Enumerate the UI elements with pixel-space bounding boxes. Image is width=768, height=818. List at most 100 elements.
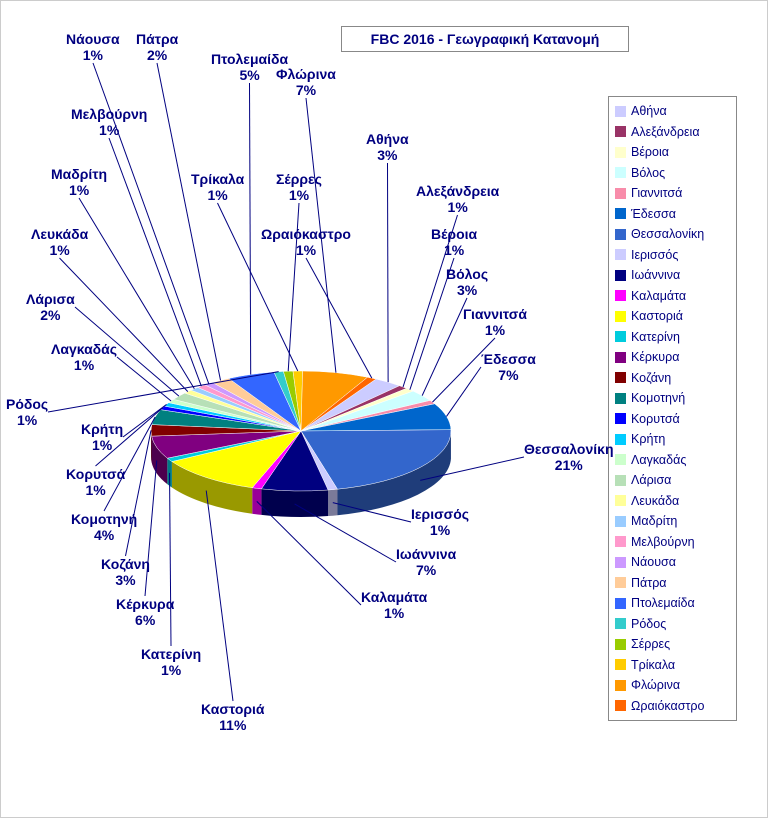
slice-label-percent: 7%	[396, 562, 456, 578]
slice-label-name: Κοζάνη	[101, 556, 150, 572]
legend-swatch	[615, 598, 626, 609]
legend-item: Νάουσα	[615, 552, 730, 573]
slice-label-percent: 1%	[66, 482, 125, 498]
legend-swatch	[615, 475, 626, 486]
pie-slice-side	[261, 489, 328, 517]
legend-item: Σέρρες	[615, 634, 730, 655]
legend-swatch	[615, 290, 626, 301]
legend-swatch	[615, 516, 626, 527]
slice-label-name: Κρήτη	[81, 421, 123, 437]
legend-label: Θεσσαλονίκη	[631, 224, 704, 245]
slice-label: Πάτρα2%	[136, 31, 178, 63]
slice-label: Καστοριά11%	[201, 701, 265, 733]
legend-label: Αλεξάνδρεια	[631, 122, 700, 143]
slice-label-percent: 6%	[116, 612, 174, 628]
legend-label: Σέρρες	[631, 634, 670, 655]
slice-label-percent: 1%	[6, 412, 48, 428]
slice-label-percent: 3%	[366, 147, 409, 163]
slice-label-percent: 3%	[446, 282, 488, 298]
slice-label-percent: 1%	[71, 122, 147, 138]
legend-label: Λαγκαδάς	[631, 450, 686, 471]
slice-label: Ιωάννινα7%	[396, 546, 456, 578]
legend-item: Θεσσαλονίκη	[615, 224, 730, 245]
slice-label: Αθήνα3%	[366, 131, 409, 163]
slice-label-percent: 1%	[463, 322, 527, 338]
legend-label: Κρήτη	[631, 429, 665, 450]
slice-label-percent: 1%	[276, 187, 322, 203]
legend-item: Κορυτσά	[615, 409, 730, 430]
slice-label-percent: 7%	[481, 367, 536, 383]
pie-slice-side	[252, 488, 261, 515]
legend-item: Ιωάννινα	[615, 265, 730, 286]
legend-swatch	[615, 577, 626, 588]
legend-label: Κοζάνη	[631, 368, 671, 389]
legend-swatch	[615, 167, 626, 178]
slice-label: Γιαννιτσά1%	[463, 306, 527, 338]
legend-swatch	[615, 106, 626, 117]
legend-item: Κέρκυρα	[615, 347, 730, 368]
leader-line	[109, 138, 201, 386]
slice-label-name: Ωραιόκαστρο	[261, 226, 351, 242]
slice-label: Κατερίνη1%	[141, 646, 201, 678]
slice-label-name: Αθήνα	[366, 131, 409, 147]
slice-label: Κέρκυρα6%	[116, 596, 174, 628]
slice-label-percent: 3%	[101, 572, 150, 588]
slice-label-percent: 1%	[51, 357, 117, 373]
slice-label: Τρίκαλα1%	[191, 171, 244, 203]
slice-label-percent: 11%	[201, 717, 265, 733]
slice-label: Ωραιόκαστρο1%	[261, 226, 351, 258]
slice-label: Λαγκαδάς1%	[51, 341, 117, 373]
leader-line	[446, 367, 481, 416]
legend-swatch	[615, 372, 626, 383]
leader-line	[157, 63, 221, 380]
legend-item: Φλώρινα	[615, 675, 730, 696]
slice-label-percent: 1%	[141, 662, 201, 678]
slice-label: Λάρισα2%	[26, 291, 75, 323]
slice-label: Κορυτσά1%	[66, 466, 125, 498]
slice-label-name: Έδεσσα	[481, 351, 536, 367]
slice-label-name: Ιερισσός	[411, 506, 469, 522]
slice-label-name: Σέρρες	[276, 171, 322, 187]
legend-item: Πτολεμαίδα	[615, 593, 730, 614]
legend-label: Κατερίνη	[631, 327, 680, 348]
legend-swatch	[615, 536, 626, 547]
legend-swatch	[615, 208, 626, 219]
legend-swatch	[615, 352, 626, 363]
slice-label-name: Λάρισα	[26, 291, 75, 307]
slice-label-percent: 1%	[66, 47, 120, 63]
legend-label: Καλαμάτα	[631, 286, 686, 307]
legend-swatch	[615, 249, 626, 260]
slice-label-name: Πάτρα	[136, 31, 178, 47]
legend-swatch	[615, 557, 626, 568]
legend-item: Αλεξάνδρεια	[615, 122, 730, 143]
legend-item: Ιερισσός	[615, 245, 730, 266]
legend-swatch	[615, 495, 626, 506]
legend-item: Μελβούρνη	[615, 532, 730, 553]
chart-container: FBC 2016 - Γεωγραφική Κατανομή ΑθήναΑλεξ…	[0, 0, 768, 818]
legend-label: Μελβούρνη	[631, 532, 695, 553]
slice-label-percent: 1%	[431, 242, 477, 258]
legend-label: Βέροια	[631, 142, 669, 163]
legend-label: Βόλος	[631, 163, 665, 184]
slice-label: Αλεξάνδρεια1%	[416, 183, 499, 215]
legend-item: Γιαννιτσά	[615, 183, 730, 204]
legend-swatch	[615, 680, 626, 691]
slice-label-percent: 1%	[81, 437, 123, 453]
legend-label: Φλώρινα	[631, 675, 680, 696]
legend-label: Γιαννιτσά	[631, 183, 682, 204]
legend-label: Ιωάννινα	[631, 265, 680, 286]
legend-swatch	[615, 659, 626, 670]
legend-item: Τρίκαλα	[615, 655, 730, 676]
legend-swatch	[615, 311, 626, 322]
slice-label: Νάουσα1%	[66, 31, 120, 63]
slice-label: Έδεσσα7%	[481, 351, 536, 383]
legend-item: Αθήνα	[615, 101, 730, 122]
legend-label: Μαδρίτη	[631, 511, 677, 532]
legend-label: Καστοριά	[631, 306, 683, 327]
slice-label-percent: 1%	[191, 187, 244, 203]
slice-label-percent: 4%	[71, 527, 137, 543]
slice-label: Βόλος3%	[446, 266, 488, 298]
legend-label: Κέρκυρα	[631, 347, 679, 368]
legend-item: Πάτρα	[615, 573, 730, 594]
slice-label-name: Γιαννιτσά	[463, 306, 527, 322]
